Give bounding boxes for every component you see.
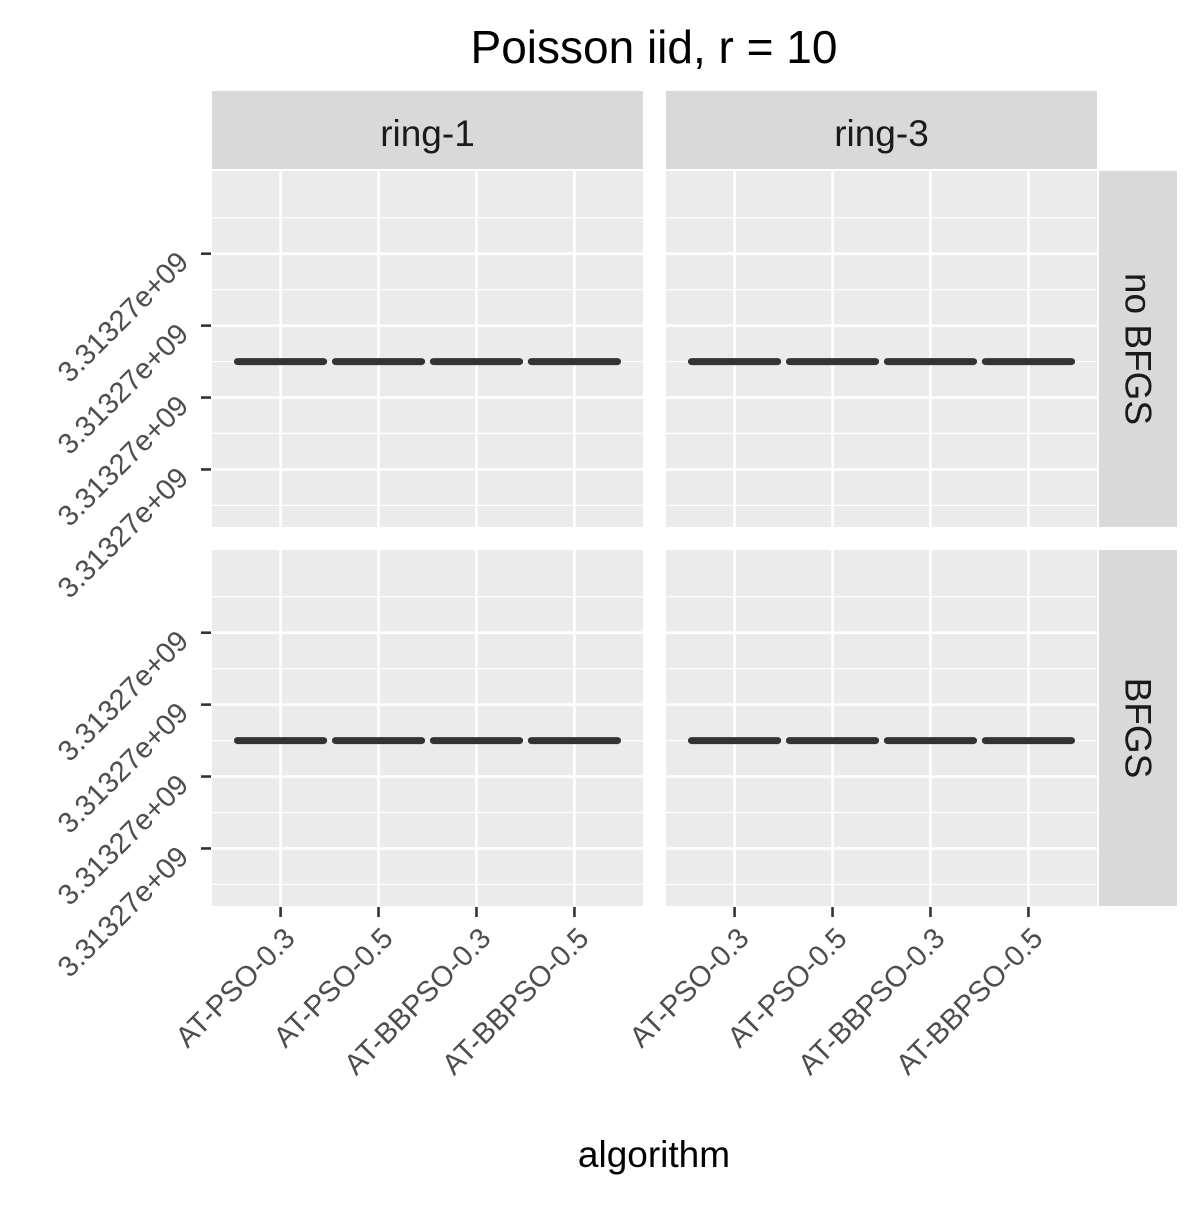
x-axis-title: algorithm bbox=[578, 1134, 730, 1175]
panel-background bbox=[666, 550, 1097, 906]
facet-strip-ring-3 bbox=[666, 91, 1097, 169]
panel bbox=[212, 550, 643, 906]
panel-background bbox=[212, 550, 643, 906]
facet-strip-ring-1 bbox=[212, 91, 643, 169]
panel bbox=[666, 171, 1097, 527]
facet-strip-BFGS bbox=[1099, 550, 1177, 906]
facet-strip-label: ring-1 bbox=[380, 113, 475, 154]
facet-strip-no-BFGS bbox=[1099, 171, 1177, 527]
chart-title: Poisson iid, r = 10 bbox=[471, 21, 838, 73]
facet-strip-label: no BFGS bbox=[1118, 273, 1159, 425]
panel bbox=[212, 171, 643, 527]
panel-background bbox=[666, 171, 1097, 527]
facet-strip-label: ring-3 bbox=[834, 113, 929, 154]
panel-background bbox=[212, 171, 643, 527]
facet-strip-label: BFGS bbox=[1118, 678, 1159, 779]
panel bbox=[666, 550, 1097, 906]
